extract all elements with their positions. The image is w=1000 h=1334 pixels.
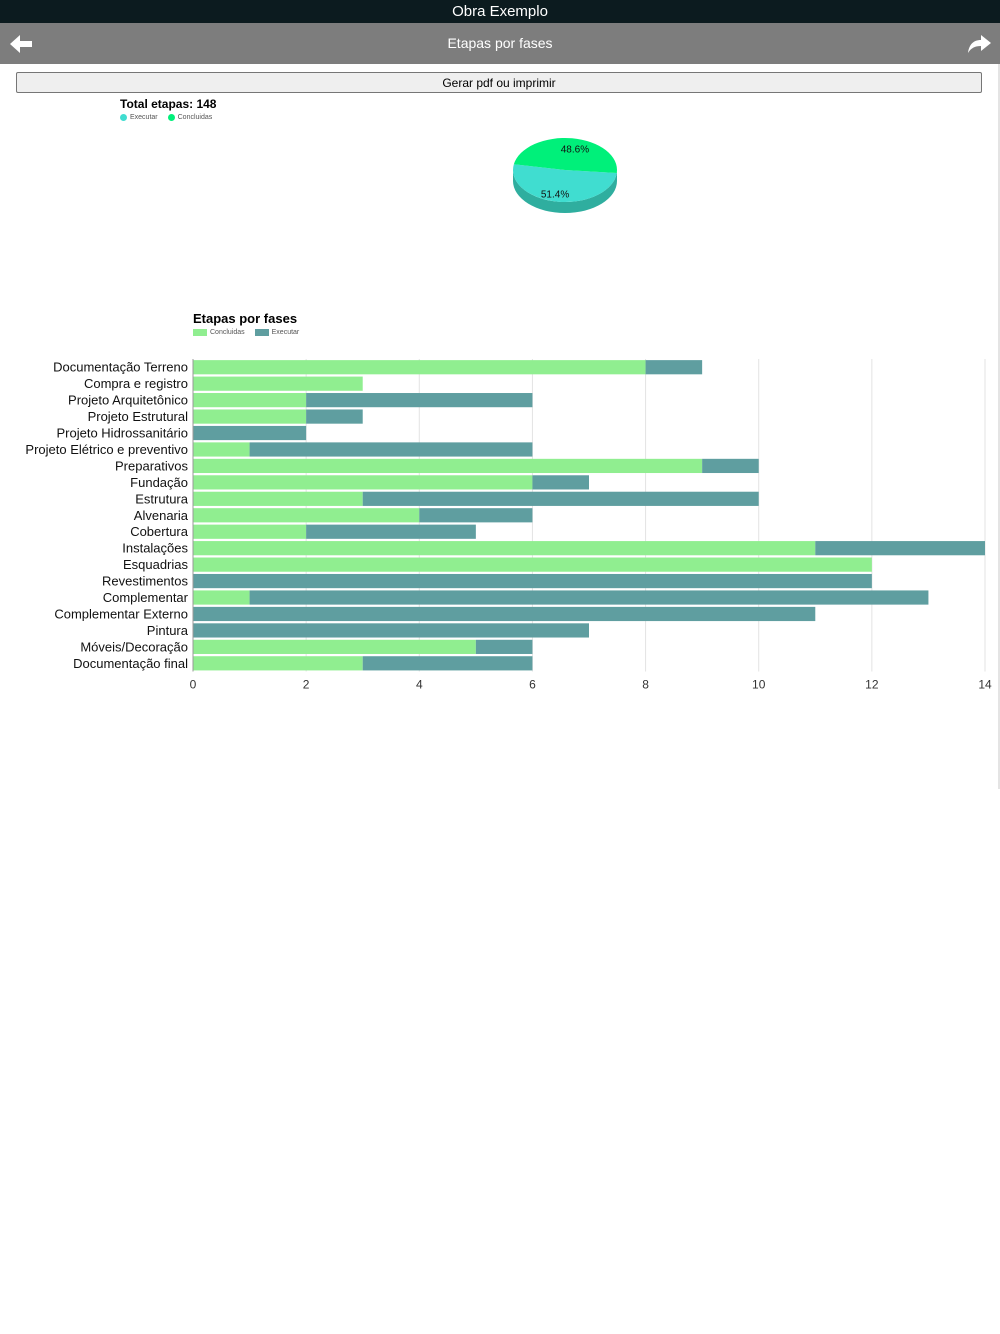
- bar-segment-concluidas[interactable]: [193, 376, 363, 391]
- bar-segment-executar[interactable]: [306, 524, 476, 539]
- pie-label-executar: 51.4%: [541, 189, 569, 200]
- bar-segment-concluidas[interactable]: [193, 409, 307, 424]
- pie-slice-executar[interactable]: [513, 164, 617, 202]
- x-tick-label: 10: [752, 678, 766, 692]
- generate-pdf-button[interactable]: Gerar pdf ou imprimir: [16, 72, 982, 93]
- legend-swatch-concluidas: [193, 329, 207, 336]
- category-label: Revestimentos: [102, 574, 188, 589]
- pie-slice-concluidas[interactable]: [513, 138, 617, 174]
- category-label: Projeto Hidrossanitário: [56, 426, 188, 441]
- page-title: Etapas por fases: [447, 35, 553, 51]
- navigation-bar: Etapas por fases: [0, 23, 1000, 64]
- bar-segment-concluidas[interactable]: [193, 491, 363, 506]
- category-label: Projeto Arquitetônico: [68, 393, 188, 408]
- category-label: Documentação final: [73, 656, 188, 671]
- bar-segment-concluidas[interactable]: [193, 590, 250, 605]
- legend-item-concluidas: Concluidas: [193, 329, 245, 336]
- bar-segment-executar[interactable]: [193, 606, 816, 622]
- category-label: Fundação: [130, 475, 188, 490]
- x-tick-label: 12: [865, 678, 879, 692]
- bar-segment-executar[interactable]: [362, 656, 533, 671]
- x-tick-label: 14: [978, 678, 992, 692]
- bar-segment-concluidas[interactable]: [193, 524, 307, 539]
- bar-segment-executar[interactable]: [362, 491, 759, 506]
- category-label: Esquadrias: [123, 557, 189, 572]
- x-tick-label: 8: [642, 678, 649, 692]
- bar-segment-executar[interactable]: [193, 425, 307, 441]
- bar-segment-executar[interactable]: [702, 458, 759, 474]
- category-label: Documentação Terreno: [53, 360, 188, 375]
- category-label: Complementar Externo: [54, 606, 188, 621]
- app-title: Obra Exemplo: [0, 0, 1000, 23]
- bar-segment-concluidas[interactable]: [193, 442, 250, 457]
- legend-swatch-executar: [120, 114, 127, 121]
- legend-label: Concluidas: [210, 329, 245, 336]
- back-button[interactable]: [8, 32, 34, 56]
- bar-segment-executar[interactable]: [419, 508, 533, 523]
- category-label: Complementar: [103, 590, 189, 605]
- bar-segment-concluidas[interactable]: [193, 656, 363, 671]
- bar-segment-executar[interactable]: [532, 475, 589, 490]
- legend-label: Concluidas: [177, 114, 213, 121]
- pie-label-concluidas: 48.6%: [561, 145, 589, 156]
- pie-legend: Executar Concluidas: [120, 114, 222, 121]
- x-tick-label: 2: [303, 678, 310, 692]
- bar-legend: Concluidas Executar: [193, 329, 309, 336]
- share-button[interactable]: [966, 32, 992, 56]
- pie-chart: 48.6% 51.4%: [513, 138, 617, 213]
- category-label: Cobertura: [130, 524, 189, 539]
- category-label: Estrutura: [135, 491, 189, 506]
- bar-segment-executar[interactable]: [193, 573, 872, 589]
- bar-segment-executar[interactable]: [306, 409, 363, 424]
- legend-label: Executar: [271, 329, 300, 336]
- pie-chart-title: Total etapas: 148: [120, 97, 217, 111]
- legend-swatch-executar: [254, 329, 269, 336]
- x-tick-label: 6: [529, 678, 536, 692]
- bar-segment-concluidas[interactable]: [193, 393, 307, 408]
- bar-segment-executar[interactable]: [815, 541, 985, 556]
- legend-label: Executar: [130, 114, 158, 121]
- bar-segment-concluidas[interactable]: [193, 508, 420, 523]
- bar-segment-executar[interactable]: [249, 590, 929, 605]
- share-arrow-icon: [968, 35, 991, 53]
- bar-segment-executar[interactable]: [193, 623, 589, 638]
- category-label: Compra e registro: [84, 376, 188, 391]
- legend-item-executar: Executar: [120, 114, 158, 121]
- arrow-left-icon: [10, 35, 32, 53]
- bar-chart-title: Etapas por fases: [193, 311, 298, 326]
- bar-segment-concluidas[interactable]: [193, 639, 476, 654]
- bar-segment-concluidas[interactable]: [193, 557, 872, 572]
- category-label: Pintura: [147, 623, 189, 638]
- x-tick-label: 4: [416, 678, 423, 692]
- legend-item-executar: Executar: [254, 329, 300, 336]
- legend-item-concluidas: Concluidas: [167, 114, 213, 121]
- category-label: Móveis/Decoração: [80, 639, 188, 654]
- bar-segment-executar[interactable]: [645, 360, 703, 375]
- page-divider: [998, 64, 1000, 789]
- bar-segment-executar[interactable]: [475, 639, 533, 654]
- category-label: Projeto Estrutural: [88, 409, 189, 424]
- category-label: Instalações: [122, 541, 188, 556]
- category-label: Alvenaria: [134, 508, 189, 523]
- bar-segment-executar[interactable]: [306, 393, 533, 408]
- category-label: Projeto Elétrico e preventivo: [25, 442, 188, 457]
- x-tick-label: 0: [190, 678, 197, 692]
- bar-segment-concluidas[interactable]: [193, 475, 533, 490]
- bar-segment-concluidas[interactable]: [193, 360, 646, 375]
- bar-segment-concluidas[interactable]: [193, 541, 816, 556]
- bar-segment-concluidas[interactable]: [193, 458, 703, 474]
- legend-swatch-concluidas: [167, 114, 175, 121]
- category-label: Preparativos: [115, 458, 188, 473]
- bar-segment-executar[interactable]: [249, 442, 533, 457]
- pie-depth: [513, 170, 617, 213]
